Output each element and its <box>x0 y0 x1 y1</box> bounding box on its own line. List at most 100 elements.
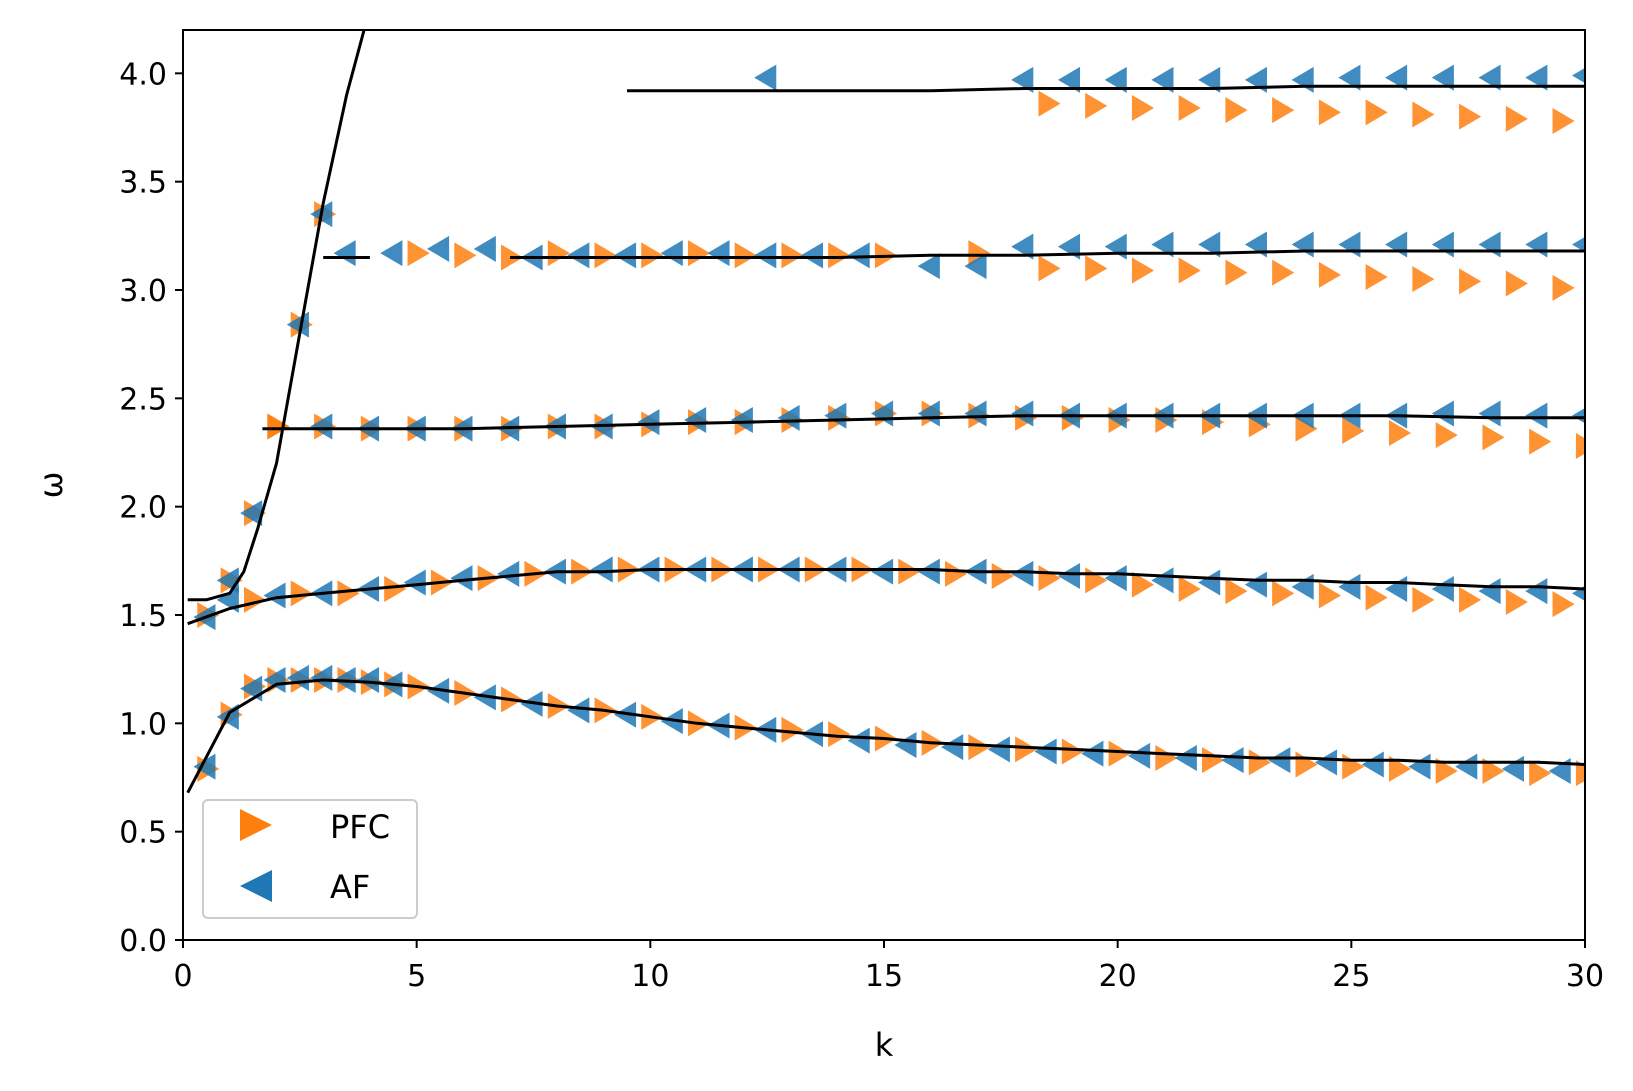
af-point <box>216 567 239 594</box>
af-point <box>193 753 216 780</box>
pfc-point <box>244 586 267 613</box>
legend-marker-pfc <box>240 809 272 841</box>
pfc-point <box>1038 255 1061 282</box>
pfc-point <box>1459 268 1482 295</box>
af-point <box>894 732 917 758</box>
af-point <box>1244 571 1267 598</box>
fit-curve <box>187 30 366 602</box>
y-tick-label: 2.5 <box>119 382 167 417</box>
af-point <box>964 253 987 280</box>
fit-curve <box>186 678 1585 794</box>
pfc-point <box>1178 257 1201 284</box>
pfc-point <box>1529 428 1552 455</box>
af-point <box>1478 578 1501 605</box>
af-point <box>1478 400 1501 427</box>
pfc-point <box>337 580 360 607</box>
af-point <box>1291 66 1314 93</box>
pfc-point <box>1388 755 1412 782</box>
af-point <box>1198 569 1221 596</box>
pfc-point <box>1365 264 1388 290</box>
af-point <box>286 311 309 338</box>
pfc-point <box>1248 749 1271 776</box>
pfc-point <box>1318 99 1341 126</box>
af-point <box>263 667 286 693</box>
pfc-point <box>1108 740 1131 767</box>
fit-curves <box>186 30 1585 794</box>
pfc-point <box>1482 758 1505 784</box>
y-tick-label: 0.5 <box>119 816 167 851</box>
af-point <box>1104 66 1127 93</box>
pfc-point <box>1272 580 1295 607</box>
af-point <box>1408 753 1431 780</box>
af-point <box>310 413 333 440</box>
af-point <box>263 582 286 609</box>
af-point <box>1198 231 1221 258</box>
af-point <box>800 242 823 269</box>
af-point <box>777 404 800 431</box>
pfc-point <box>1365 584 1388 611</box>
legend-marker-af <box>240 870 272 902</box>
pfc-point <box>1459 586 1482 613</box>
pfc-point <box>734 242 757 269</box>
af-point <box>1572 67 1585 84</box>
af-point <box>590 556 613 583</box>
af-point <box>1291 573 1314 600</box>
pfc-point <box>991 563 1014 589</box>
pfc-point <box>1412 586 1435 613</box>
af-point <box>1057 66 1081 93</box>
af-point <box>987 736 1010 763</box>
af-point <box>1572 236 1585 253</box>
x-tick-label: 10 <box>631 959 669 994</box>
pfc-point <box>1505 270 1528 297</box>
af-point <box>333 240 356 267</box>
pfc-point <box>1435 758 1458 784</box>
fit-curve <box>262 414 1585 431</box>
af-point <box>1385 576 1408 602</box>
pfc-point <box>1412 266 1435 293</box>
y-tick-label: 0.0 <box>119 924 167 959</box>
af-point <box>1151 66 1174 93</box>
pfc-point <box>1015 736 1038 763</box>
legend-label-pfc: PFC <box>330 808 390 846</box>
x-tick-label: 20 <box>1099 959 1137 994</box>
pfc-point <box>1178 95 1201 121</box>
af-point <box>1455 753 1478 780</box>
pfc-point <box>1038 90 1061 117</box>
af-point <box>1081 740 1104 767</box>
pfc-point <box>1202 747 1225 774</box>
pfc-point <box>1575 760 1585 787</box>
af-point <box>684 407 707 433</box>
af-point <box>1198 66 1221 93</box>
pfc-point <box>1225 578 1248 605</box>
y-tick-label: 1.5 <box>119 599 167 634</box>
pfc-point <box>781 716 804 743</box>
x-tick-label: 5 <box>407 959 426 994</box>
af-point <box>1221 747 1244 774</box>
af-point <box>356 667 380 693</box>
pfc-point <box>1295 751 1318 778</box>
af-point <box>1431 231 1454 258</box>
af-point <box>240 500 263 527</box>
x-tick-label: 0 <box>173 959 192 994</box>
pfc-point <box>1388 420 1412 446</box>
pfc-point <box>1085 255 1108 282</box>
af-point <box>964 400 987 427</box>
pfc-point <box>1131 571 1155 598</box>
pfc-point <box>1318 261 1341 288</box>
pfc-point <box>1552 591 1575 618</box>
y-tick-label: 4.0 <box>119 57 167 92</box>
af-point <box>380 240 403 267</box>
af-point <box>941 734 964 761</box>
pfc-point <box>1155 745 1178 771</box>
legend-label-af: AF <box>330 868 370 906</box>
pfc-point <box>898 558 921 585</box>
af-point <box>637 409 660 436</box>
af-point <box>1385 231 1408 258</box>
af-point <box>286 664 309 691</box>
af-point <box>1385 64 1408 91</box>
af-point <box>1431 576 1454 602</box>
y-tick-label: 3.5 <box>119 166 167 201</box>
x-tick-label: 25 <box>1332 959 1370 994</box>
af-point <box>1572 408 1585 424</box>
af-point <box>1011 233 1034 260</box>
